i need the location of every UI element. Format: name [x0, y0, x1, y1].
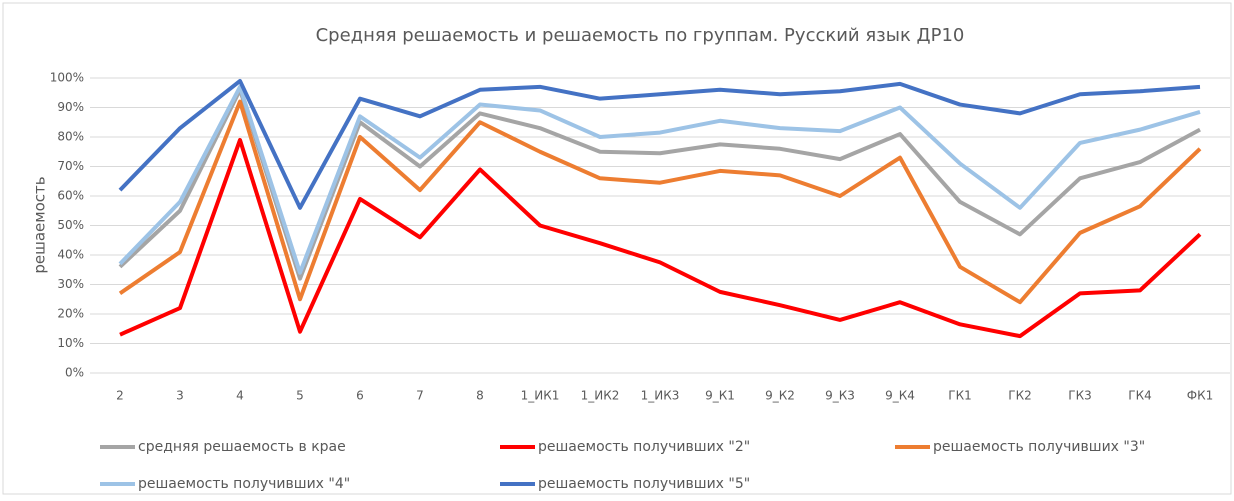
x-tick-label: 9_К1 [705, 389, 735, 403]
y-tick-label: 0% [65, 366, 84, 380]
x-tick-label: 3 [176, 389, 184, 403]
y-tick-label: 60% [57, 189, 84, 203]
x-tick-label: 6 [356, 389, 364, 403]
x-tick-label: 2 [116, 389, 124, 403]
x-tick-label: 4 [236, 389, 244, 403]
y-tick-label: 20% [57, 307, 84, 321]
y-tick-label: 10% [57, 336, 84, 350]
y-tick-label: 40% [57, 248, 84, 262]
x-tick-label: ГК2 [1008, 389, 1031, 403]
y-tick-label: 100% [50, 71, 84, 85]
y-tick-label: 50% [57, 218, 84, 232]
y-tick-label: 30% [57, 277, 84, 291]
x-tick-label: 8 [476, 389, 484, 403]
series-line [119, 137, 1202, 339]
legend-label: средняя решаемость в крае [138, 439, 346, 455]
x-tick-label: 9_К4 [885, 389, 915, 403]
x-tick-label: 9_К3 [825, 389, 855, 403]
y-tick-label: 80% [57, 130, 84, 144]
legend-label: решаемость получивших "2" [538, 439, 750, 455]
legend-label: решаемость получивших "3" [933, 439, 1145, 455]
x-tick-label: ГК1 [948, 389, 971, 403]
legend-label: решаемость получивших "4" [138, 476, 350, 492]
x-tick-label: ФК1 [1187, 389, 1213, 403]
x-tick-label: 1_ИК1 [521, 389, 560, 403]
y-axis-label: решаемость [31, 176, 49, 273]
x-tick-label: ГК3 [1068, 389, 1091, 403]
x-tick-label: ГК4 [1128, 389, 1151, 403]
x-tick-label: 5 [296, 389, 304, 403]
series-line [118, 84, 1201, 275]
y-tick-label: 70% [57, 159, 84, 173]
x-tick-label: 1_ИК2 [581, 389, 620, 403]
y-tick-label: 90% [57, 100, 84, 114]
x-tick-label: 9_К2 [765, 389, 795, 403]
series-line [118, 99, 1202, 305]
series-line [118, 78, 1201, 210]
chart-title: Средняя решаемость и решаемость по групп… [316, 25, 965, 46]
series-line [118, 87, 1201, 281]
legend-label: решаемость получивших "5" [538, 476, 750, 492]
x-tick-label: 1_ИК3 [641, 389, 680, 403]
x-tick-label: 7 [416, 389, 424, 403]
